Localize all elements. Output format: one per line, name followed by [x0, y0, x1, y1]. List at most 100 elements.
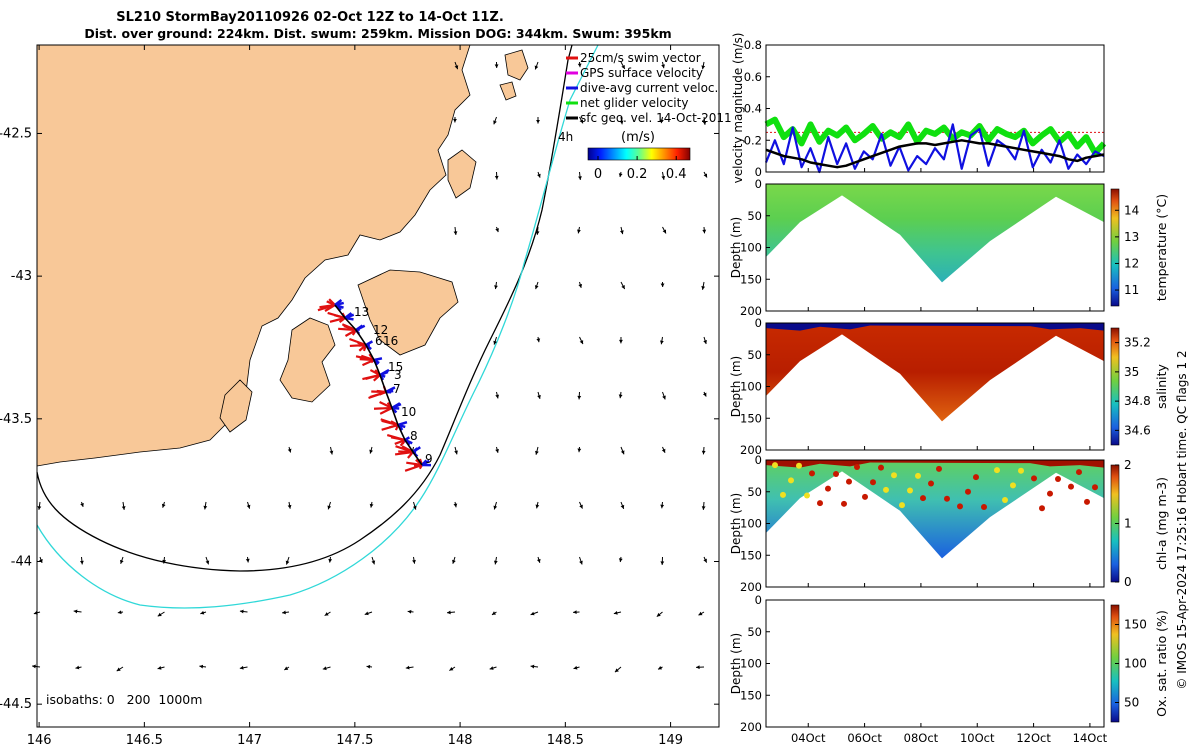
time-tick-label: 04Oct: [791, 731, 826, 745]
colorbar-tick-label: 0: [594, 167, 602, 182]
current-vector-head: [73, 609, 78, 614]
current-vector-head: [493, 340, 498, 345]
island-small: [499, 81, 517, 101]
current-vector-head: [620, 504, 625, 509]
colorbar-label: temperature (°C): [1154, 194, 1169, 301]
colorbar-tick-label: 35: [1124, 365, 1139, 379]
chl-sample: [804, 492, 810, 499]
velocity-y-tick-label: 0.4: [744, 102, 762, 116]
current-vector-head: [287, 448, 292, 453]
current-vector-head: [620, 450, 625, 455]
dive-avg-current-vector: [404, 436, 411, 442]
colorbar-tick-label: 34.8: [1124, 394, 1151, 408]
speed-colorbar: (m/s) 0 0.2 0.4: [587, 130, 691, 182]
isobath-1000m: [36, 44, 599, 609]
map-x-tick-label: 148.5: [547, 733, 584, 748]
chl-sample: [1039, 505, 1045, 512]
chl-sample: [973, 474, 979, 481]
track-label: 13: [354, 305, 369, 319]
current-vector-head: [32, 664, 36, 669]
current-vector-head: [577, 63, 582, 68]
current-vector-head: [621, 285, 625, 290]
chl-sample: [944, 495, 950, 502]
depth-axis-label: Depth (m): [729, 493, 743, 554]
velocity-series-line: [764, 123, 1105, 174]
dive-avg-current-vector: [412, 446, 421, 454]
chl-sample: [1076, 469, 1082, 476]
current-vector-head: [412, 559, 416, 564]
current-vector-head: [579, 340, 584, 345]
chl-sample: [788, 477, 794, 484]
current-vector-head: [660, 561, 665, 565]
colorbar-tick-label: 0.2: [627, 167, 648, 182]
current-vector-head: [285, 560, 290, 565]
map-x-tick-label: 146: [27, 733, 52, 748]
chl-sample: [957, 503, 963, 510]
current-vector-head: [493, 560, 498, 565]
current-vector-head: [203, 505, 208, 510]
chl-sample: [1018, 467, 1024, 474]
chl-sample: [883, 486, 889, 493]
swim-vector: [379, 407, 393, 415]
current-vector-head: [157, 612, 162, 617]
current-vector-field: [32, 61, 708, 673]
current-vector-head: [662, 229, 667, 234]
current-vector-head: [659, 340, 664, 345]
track-label: 3: [394, 368, 402, 382]
map-x-tick-label: 147.5: [336, 733, 373, 748]
dive-avg-current-vector: [334, 299, 343, 306]
colorbar-label: salinity: [1154, 363, 1169, 408]
colorbar-tick-label: 34.6: [1124, 423, 1151, 437]
current-vector-head: [328, 558, 333, 563]
current-vector-head: [618, 173, 623, 178]
time-tick-label: 14Oct: [1073, 731, 1108, 745]
current-vector-head: [246, 504, 251, 509]
depth-tick-label: 0: [755, 177, 762, 191]
section-panel: 0 50 100 150 200 Depth (m) 0 1 2 chl-a (mg m-3): [729, 453, 1169, 594]
current-vector-head: [577, 229, 581, 234]
current-vector-head: [324, 612, 329, 616]
chl-sample: [936, 465, 942, 472]
swim-vector: [395, 445, 414, 454]
chl-sample: [1031, 475, 1037, 482]
map-y-tick-label: -44: [11, 554, 32, 569]
chl-sample: [891, 472, 897, 479]
swim-vector: [373, 406, 393, 410]
current-vector-head: [405, 665, 410, 670]
current-vector-head: [239, 665, 244, 670]
current-vector-head: [579, 560, 583, 565]
current-vector-head: [537, 173, 541, 178]
legend-label: GPS surface velocity: [580, 66, 703, 80]
chl-sample: [915, 472, 921, 479]
colorbar-tick-label: 100: [1124, 657, 1147, 671]
section-surface-layer: [766, 323, 1104, 331]
current-vector-head: [702, 392, 707, 397]
chl-sample: [846, 478, 852, 485]
depth-tick-label: 50: [747, 348, 762, 362]
current-vector-head: [536, 120, 540, 124]
velocity-panel: 0 0.2 0.4 0.6 0.8 velocity magnitude (m/s): [731, 33, 1107, 183]
current-vector-head: [614, 668, 619, 673]
current-vector-head: [530, 611, 535, 616]
swim-vector: [406, 461, 423, 467]
velocity-series-line: [764, 116, 1107, 156]
depth-tick-label: 100: [740, 657, 762, 671]
current-vector-head: [573, 665, 578, 670]
depth-tick-label: 200: [740, 443, 762, 457]
current-vector-head: [329, 450, 334, 455]
maria-island: [447, 149, 477, 199]
swim-vector: [362, 358, 375, 367]
current-vector-head: [578, 176, 582, 180]
depth-tick-label: 50: [747, 485, 762, 499]
section-data: [766, 323, 1104, 422]
current-vector-head: [660, 119, 664, 124]
current-vector-head: [578, 283, 583, 288]
chl-sample: [1047, 490, 1053, 497]
current-vector-head: [535, 231, 540, 235]
current-vector-head: [447, 610, 451, 615]
colorbar-tick-label: 50: [1124, 696, 1139, 710]
duration-annotation: 4h: [558, 130, 573, 144]
swim-vector: [344, 329, 357, 337]
